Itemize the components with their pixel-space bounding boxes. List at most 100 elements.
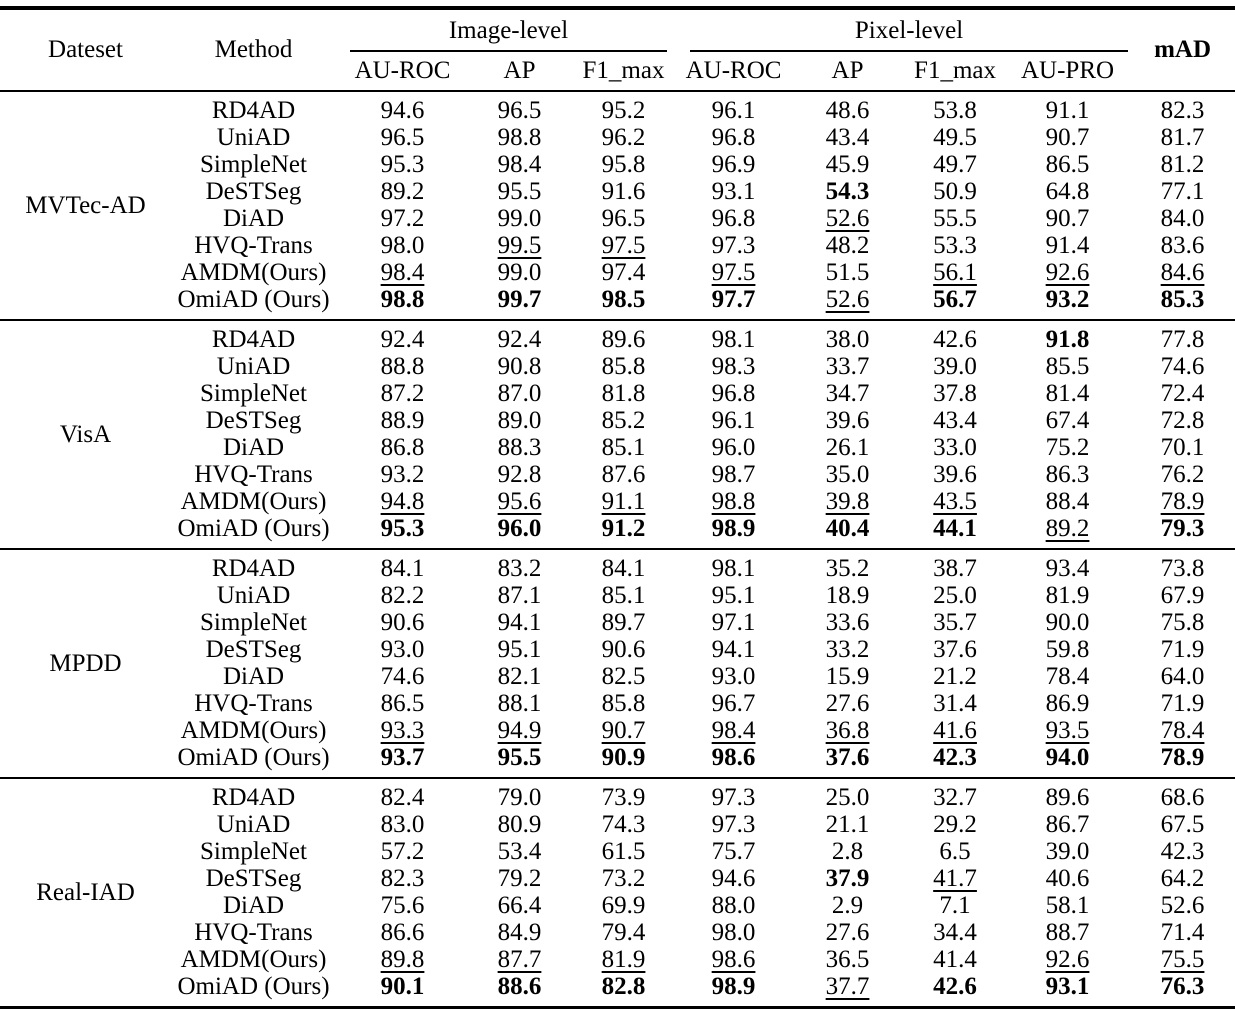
value-cell-image-f1max: 96.2 [601, 124, 646, 151]
table-row: UniAD 88.8 90.8 85.8 98.3 33.7 39.0 85.5 74.6 [0, 353, 1235, 380]
method-cell: DeSTSeg [205, 178, 302, 205]
value-cell-pixel-f1max: 7.1 [939, 892, 971, 919]
method-cell: UniAD [216, 582, 291, 609]
value-cell-pixel-ap: 26.1 [825, 434, 870, 461]
value-cell-pixel-f1max: 53.8 [933, 97, 977, 124]
value-cell-mad: 71.9 [1160, 636, 1205, 663]
method-cell: OmiAD (Ours) [177, 286, 330, 313]
sub-header-row: AU-ROC AP F1_max AU-ROC AP F1_max AU-PRO [0, 52, 1235, 91]
method-cell: OmiAD (Ours) [177, 973, 330, 1000]
value-cell-pixel-f1max: 6.5 [939, 838, 971, 865]
method-cell: SimpleNet [200, 380, 307, 407]
value-cell-pixel-f1max: 35.7 [933, 609, 977, 636]
value-cell-image-auroc: 95.3 [380, 515, 425, 542]
value-cell-image-f1max: 69.9 [601, 892, 646, 919]
value-cell-image-f1max: 91.1 [601, 488, 646, 515]
value-cell-pixel-ap: 35.0 [825, 461, 870, 488]
table-row: AMDM(Ours) 93.3 94.9 90.7 98.4 36.8 41.6 93.5 78… [0, 717, 1235, 744]
method-cell: RD4AD [211, 784, 296, 811]
value-cell-pixel-f1max: 21.2 [933, 663, 977, 690]
col-header-pixel-auroc: AU-ROC [685, 57, 782, 84]
value-cell-mad: 73.8 [1160, 555, 1205, 582]
value-cell-pixel-auroc: 96.9 [711, 151, 756, 178]
value-cell-image-f1max: 85.8 [601, 690, 646, 717]
value-cell-pixel-aupro: 91.4 [1045, 232, 1090, 259]
value-cell-image-f1max: 85.2 [601, 407, 646, 434]
value-cell-pixel-aupro: 92.6 [1045, 946, 1090, 973]
value-cell-pixel-ap: 39.8 [825, 488, 870, 515]
value-cell-mad: 83.6 [1160, 232, 1205, 259]
value-cell-pixel-ap: 40.4 [825, 515, 870, 542]
value-cell-image-f1max: 91.2 [601, 515, 646, 542]
value-cell-pixel-aupro: 85.5 [1045, 353, 1090, 380]
value-cell-image-auroc: 98.4 [380, 259, 425, 286]
value-cell-mad: 75.5 [1160, 946, 1205, 973]
value-cell-pixel-aupro: 89.2 [1045, 515, 1090, 542]
table-row: AMDM(Ours) 94.8 95.6 91.1 98.8 39.8 43.5 88.4 78… [0, 488, 1235, 515]
value-cell-image-f1max: 85.1 [601, 582, 646, 609]
value-cell-image-auroc: 93.3 [380, 717, 425, 744]
value-cell-image-ap: 95.5 [497, 744, 542, 771]
value-cell-pixel-aupro: 58.1 [1045, 892, 1090, 919]
table-row: SimpleNet 57.2 53.4 61.5 75.7 2.8 6.5 39.0 42.3 [0, 838, 1235, 865]
value-cell-pixel-aupro: 93.2 [1045, 286, 1090, 313]
value-cell-image-auroc: 82.3 [380, 865, 425, 892]
group-header-image-level: Image-level [336, 8, 677, 52]
value-cell-image-auroc: 94.8 [380, 488, 425, 515]
value-cell-pixel-aupro: 81.9 [1045, 582, 1090, 609]
method-cell: RD4AD [211, 97, 296, 124]
value-cell-pixel-ap: 2.8 [831, 838, 864, 865]
value-cell-mad: 70.1 [1160, 434, 1205, 461]
value-cell-mad: 85.3 [1160, 286, 1205, 313]
value-cell-image-ap: 94.9 [497, 717, 542, 744]
value-cell-mad: 82.3 [1160, 97, 1205, 124]
value-cell-mad: 42.3 [1160, 838, 1205, 865]
value-cell-mad: 76.3 [1160, 973, 1205, 1000]
table-row: OmiAD (Ours) 93.7 95.5 90.9 98.6 37.6 42.3 94.0… [0, 744, 1235, 778]
value-cell-image-auroc: 86.5 [380, 690, 425, 717]
table-row: DiAD 86.8 88.3 85.1 96.0 26.1 33.0 75.2 70.1 [0, 434, 1235, 461]
value-cell-image-ap: 87.0 [497, 380, 542, 407]
value-cell-pixel-aupro: 94.0 [1045, 744, 1090, 771]
method-cell: UniAD [216, 124, 291, 151]
value-cell-image-auroc: 90.6 [380, 609, 425, 636]
method-cell: DiAD [222, 892, 285, 919]
table-row: HVQ-Trans 98.0 99.5 97.5 97.3 48.2 53.3 91.4 83.… [0, 232, 1235, 259]
col-header-pixel-f1max: F1_max [914, 57, 996, 84]
value-cell-pixel-auroc: 94.1 [711, 636, 756, 663]
value-cell-image-auroc: 98.0 [380, 232, 425, 259]
value-cell-image-ap: 87.7 [497, 946, 542, 973]
value-cell-pixel-ap: 54.3 [825, 178, 870, 205]
col-header-dataset: Dateset [48, 36, 123, 63]
value-cell-image-f1max: 81.8 [601, 380, 646, 407]
value-cell-mad: 72.8 [1160, 407, 1205, 434]
value-cell-pixel-aupro: 90.0 [1045, 609, 1090, 636]
value-cell-image-auroc: 95.3 [380, 151, 425, 178]
value-cell-image-auroc: 98.8 [380, 286, 425, 313]
value-cell-pixel-f1max: 50.9 [933, 178, 977, 205]
value-cell-image-auroc: 89.8 [380, 946, 425, 973]
value-cell-pixel-ap: 33.2 [825, 636, 870, 663]
value-cell-pixel-f1max: 44.1 [933, 515, 977, 542]
value-cell-pixel-f1max: 42.6 [933, 973, 977, 1000]
value-cell-image-ap: 90.8 [497, 353, 542, 380]
value-cell-pixel-aupro: 40.6 [1045, 865, 1090, 892]
value-cell-image-auroc: 93.0 [380, 636, 425, 663]
value-cell-pixel-f1max: 41.4 [933, 946, 977, 973]
value-cell-image-f1max: 90.6 [601, 636, 646, 663]
table-row: MPDD RD4AD 84.1 83.2 84.1 98.1 35.2 38.7 93.4 73.… [0, 549, 1235, 677]
table-row: OmiAD (Ours) 98.8 99.7 98.5 97.7 52.6 56.7 93.2… [0, 286, 1235, 320]
value-cell-pixel-auroc: 93.0 [711, 663, 756, 690]
value-cell-pixel-ap: 36.8 [825, 717, 870, 744]
method-cell: DiAD [222, 434, 285, 461]
value-cell-pixel-auroc: 95.1 [711, 582, 756, 609]
value-cell-pixel-ap: 37.9 [825, 865, 870, 892]
value-cell-pixel-f1max: 56.7 [933, 286, 977, 313]
table-row: HVQ-Trans 86.6 84.9 79.4 98.0 27.6 34.4 88.7 71.… [0, 919, 1235, 946]
table-row: DiAD 74.6 82.1 82.5 93.0 15.9 21.2 78.4 64.0 [0, 663, 1235, 690]
table-row: UniAD 82.2 87.1 85.1 95.1 18.9 25.0 81.9 67.9 [0, 582, 1235, 609]
value-cell-pixel-aupro: 67.4 [1045, 407, 1090, 434]
value-cell-pixel-ap: 52.6 [825, 286, 870, 313]
value-cell-image-auroc: 86.8 [380, 434, 425, 461]
value-cell-pixel-ap: 27.6 [825, 919, 870, 946]
